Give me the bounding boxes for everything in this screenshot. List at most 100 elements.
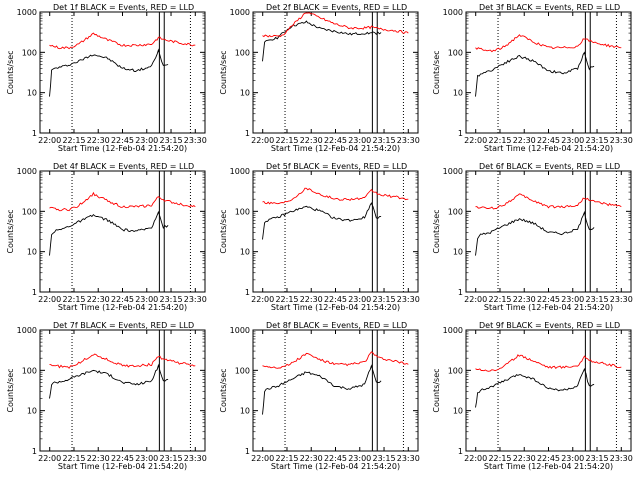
x-axis-title: Start Time (12-Feb-04 21:54:20)	[484, 303, 613, 312]
x-tick-label: 22:30	[300, 454, 323, 463]
x-tick-label: 22:30	[87, 136, 110, 145]
y-tick-label: 100	[448, 366, 463, 375]
y-tick-label: 100	[235, 48, 250, 57]
x-axis-title: Start Time (12-Feb-04 21:54:20)	[58, 144, 187, 153]
y-tick-label: 1000	[230, 8, 250, 17]
x-tick-label: 23:30	[184, 136, 207, 145]
x-tick-label: 22:15	[488, 295, 511, 304]
x-axis-title: Start Time (12-Feb-04 21:54:20)	[58, 462, 187, 471]
y-axis-title: Counts/sec	[219, 209, 228, 253]
y-axis-title: Counts/sec	[6, 368, 15, 412]
x-tick-label: 22:45	[537, 295, 560, 304]
y-tick-label: 1000	[17, 8, 37, 17]
panel-det-6: Det 6f BLACK = Events, RED = LLD 1 10 100 10…	[432, 162, 633, 312]
y-tick-label: 10	[453, 407, 463, 416]
series-lld-line	[49, 191, 196, 212]
panel-title: Det 8f BLACK = Events, RED = LLD	[266, 321, 407, 330]
y-tick-label: 100	[22, 366, 37, 375]
x-tick-label: 22:45	[537, 136, 560, 145]
series-lld-line	[475, 193, 622, 210]
y-tick-label: 100	[448, 48, 463, 57]
x-tick-label: 23:15	[372, 454, 395, 463]
x-tick-label: 22:15	[62, 454, 85, 463]
x-tick-label: 23:00	[348, 454, 371, 463]
x-axis-title: Start Time (12-Feb-04 21:54:20)	[271, 462, 400, 471]
y-tick-label: 1	[245, 129, 250, 138]
x-tick-label: 23:30	[184, 454, 207, 463]
y-tick-label: 100	[22, 207, 37, 216]
plot-frame	[252, 170, 419, 293]
x-tick-label: 22:30	[87, 295, 110, 304]
y-axis-title: Counts/sec	[432, 209, 441, 253]
y-tick-label: 10	[453, 248, 463, 257]
series-events-line	[475, 210, 595, 256]
plot-frame	[39, 170, 206, 293]
plot-frame	[465, 170, 632, 293]
y-axis-title: Counts/sec	[432, 368, 441, 412]
y-tick-label: 1	[32, 288, 37, 297]
panel-det-1: Det 1f BLACK = Events, RED = LLD 1 10 100 10…	[6, 3, 207, 153]
x-tick-label: 22:45	[324, 295, 347, 304]
series-events-line	[49, 363, 169, 399]
panel-det-8: Det 8f BLACK = Events, RED = LLD 1 10 100 10…	[219, 321, 420, 471]
x-tick-label: 22:45	[537, 454, 560, 463]
x-tick-label: 23:15	[159, 295, 182, 304]
panel-det-5: Det 5f BLACK = Events, RED = LLD 1 10 100 10…	[219, 162, 420, 312]
x-tick-label: 22:30	[87, 454, 110, 463]
x-tick-label: 22:00	[251, 136, 274, 145]
x-tick-label: 22:15	[488, 136, 511, 145]
x-tick-label: 22:15	[275, 136, 298, 145]
y-tick-label: 100	[235, 366, 250, 375]
y-tick-label: 10	[27, 248, 37, 257]
x-tick-label: 23:30	[397, 136, 420, 145]
series-lld-line	[49, 353, 196, 369]
y-tick-label: 100	[448, 207, 463, 216]
x-tick-label: 22:15	[275, 454, 298, 463]
x-tick-label: 23:15	[585, 295, 608, 304]
panel-det-7: Det 7f BLACK = Events, RED = LLD 1 10 100 10…	[6, 321, 207, 471]
x-tick-label: 22:15	[62, 136, 85, 145]
series-lld-line	[262, 351, 409, 369]
x-tick-label: 22:00	[38, 136, 61, 145]
plot-frame	[39, 11, 206, 134]
x-tick-label: 23:00	[348, 295, 371, 304]
y-tick-label: 10	[240, 248, 250, 257]
y-tick-label: 10	[453, 89, 463, 98]
x-tick-label: 23:00	[135, 454, 158, 463]
x-tick-label: 22:30	[300, 136, 323, 145]
series-events-line	[262, 20, 382, 62]
panel-det-4: Det 4f BLACK = Events, RED = LLD 1 10 100 10…	[6, 162, 207, 312]
y-tick-label: 10	[240, 407, 250, 416]
y-tick-label: 1000	[443, 326, 463, 335]
y-tick-label: 1	[245, 288, 250, 297]
x-tick-label: 23:00	[348, 136, 371, 145]
y-axis-title: Counts/sec	[219, 50, 228, 94]
y-tick-label: 10	[27, 407, 37, 416]
y-tick-label: 100	[22, 48, 37, 57]
x-tick-label: 23:15	[372, 295, 395, 304]
x-tick-label: 23:00	[561, 136, 584, 145]
series-lld-line	[49, 32, 196, 50]
x-tick-label: 23:15	[159, 136, 182, 145]
x-axis-title: Start Time (12-Feb-04 21:54:20)	[484, 462, 613, 471]
x-tick-label: 22:15	[488, 454, 511, 463]
y-tick-label: 1000	[443, 167, 463, 176]
panel-title: Det 9f BLACK = Events, RED = LLD	[479, 321, 620, 330]
panel-title: Det 1f BLACK = Events, RED = LLD	[53, 3, 194, 12]
y-tick-label: 1000	[443, 8, 463, 17]
x-tick-label: 22:15	[275, 295, 298, 304]
x-tick-label: 23:15	[585, 454, 608, 463]
y-axis-title: Counts/sec	[6, 50, 15, 94]
panel-title: Det 5f BLACK = Events, RED = LLD	[266, 162, 407, 171]
x-tick-label: 22:00	[38, 295, 61, 304]
y-tick-label: 1	[458, 288, 463, 297]
panel-title: Det 3f BLACK = Events, RED = LLD	[479, 3, 620, 12]
x-tick-label: 23:30	[184, 295, 207, 304]
x-tick-label: 23:00	[135, 136, 158, 145]
y-tick-label: 100	[235, 207, 250, 216]
series-events-line	[49, 210, 169, 256]
series-events-line	[262, 364, 382, 415]
x-tick-label: 22:00	[464, 136, 487, 145]
x-axis-title: Start Time (12-Feb-04 21:54:20)	[484, 144, 613, 153]
